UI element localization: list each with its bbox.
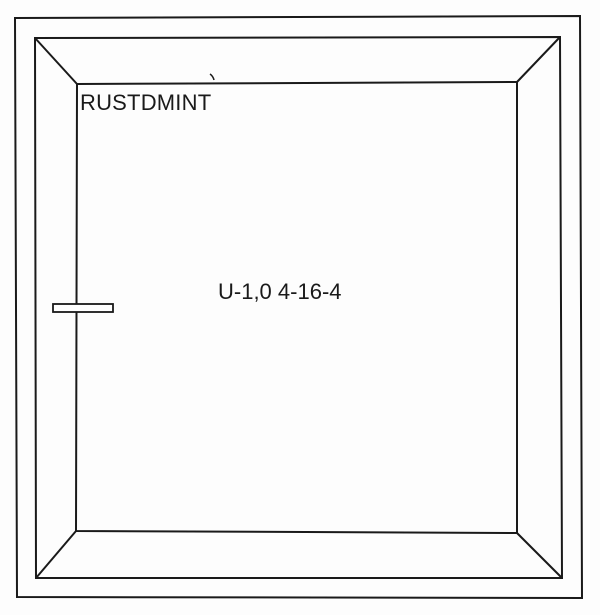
- glazing-spec-label: U-1,0 4-16-4: [218, 279, 342, 304]
- mitre-line-top-right: [516, 36, 561, 83]
- brand-label: RUSTDMINT: [80, 90, 212, 115]
- glass-pane-edge: [74, 80, 518, 535]
- mitre-line-bottom-right: [516, 532, 563, 579]
- tick-mark: [209, 73, 215, 81]
- mitre-line-bottom-left: [35, 530, 77, 579]
- outer-frame: [13, 14, 584, 600]
- sash-outer-edge: [33, 35, 564, 579]
- window-handle: [52, 303, 114, 313]
- mitre-line-top-left: [34, 37, 78, 85]
